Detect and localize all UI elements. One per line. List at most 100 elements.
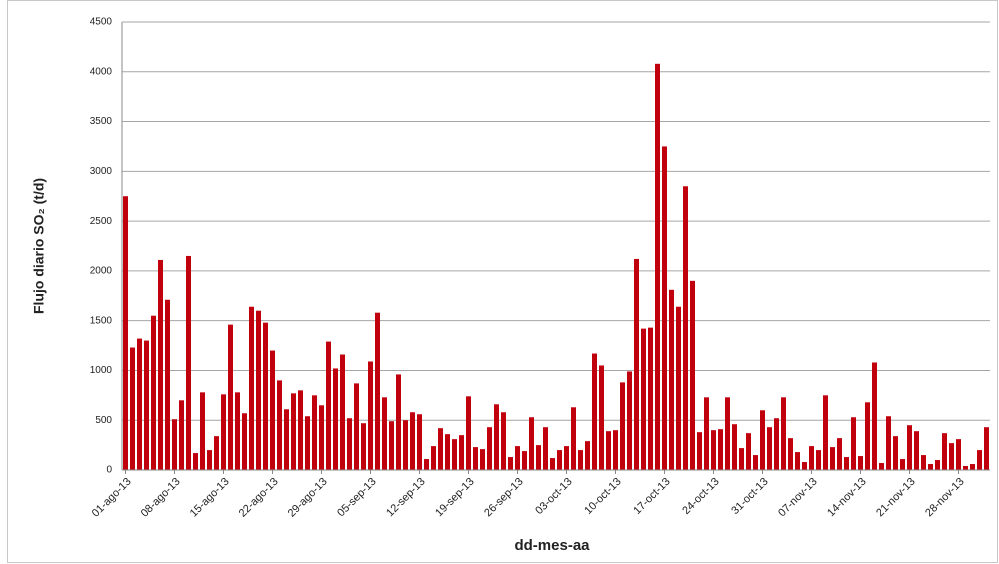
bar — [781, 397, 786, 470]
bar — [830, 447, 835, 470]
bar — [172, 419, 177, 470]
bar — [270, 350, 275, 470]
y-tick-label: 3500 — [90, 116, 113, 127]
bar — [907, 425, 912, 470]
bar — [494, 404, 499, 470]
bar — [410, 412, 415, 470]
bar — [550, 458, 555, 470]
bar — [326, 341, 331, 470]
bar — [697, 432, 702, 470]
bar — [389, 421, 394, 470]
bar — [207, 450, 212, 470]
bar — [382, 397, 387, 470]
bar — [774, 418, 779, 470]
bar — [585, 441, 590, 470]
bar — [277, 380, 282, 470]
y-tick-label: 500 — [95, 415, 112, 426]
bar — [900, 459, 905, 470]
bar — [739, 448, 744, 470]
bar — [375, 312, 380, 470]
bar — [690, 280, 695, 470]
y-tick-label: 2500 — [90, 216, 113, 227]
bar — [963, 466, 968, 470]
bar — [704, 397, 709, 470]
bar — [424, 459, 429, 470]
bar — [144, 340, 149, 470]
bar — [648, 327, 653, 470]
bar — [809, 446, 814, 470]
bar — [753, 455, 758, 470]
bar — [522, 451, 527, 470]
bar — [676, 306, 681, 470]
bar — [165, 299, 170, 470]
bar — [354, 383, 359, 470]
bar — [879, 463, 884, 470]
bar — [942, 433, 947, 470]
bar — [501, 412, 506, 470]
x-axis-title: dd-mes-aa — [514, 537, 590, 554]
bar — [158, 259, 163, 470]
bar — [242, 413, 247, 470]
bar — [214, 436, 219, 470]
bar — [571, 407, 576, 470]
bar — [606, 431, 611, 470]
bar — [438, 428, 443, 470]
bar — [620, 382, 625, 470]
bar — [529, 417, 534, 470]
bar — [592, 353, 597, 470]
y-tick-label: 4000 — [90, 66, 113, 77]
bar — [816, 450, 821, 470]
bar — [193, 453, 198, 470]
bar — [445, 434, 450, 470]
bar — [935, 460, 940, 470]
y-tick-label: 1000 — [90, 365, 113, 376]
bar — [235, 392, 240, 470]
bar — [564, 446, 569, 470]
bar — [655, 63, 660, 471]
bar — [536, 445, 541, 470]
bar — [641, 328, 646, 470]
bar — [921, 455, 926, 470]
bar — [137, 338, 142, 470]
bar — [725, 397, 730, 470]
bar — [291, 393, 296, 470]
bar — [186, 255, 191, 470]
bar — [718, 429, 723, 470]
bar — [305, 416, 310, 470]
bar — [886, 416, 891, 470]
bar — [417, 414, 422, 470]
y-tick-label: 0 — [106, 465, 112, 476]
bar — [487, 427, 492, 470]
bar — [858, 456, 863, 470]
bar — [228, 324, 233, 470]
bar — [123, 196, 128, 470]
bar — [669, 289, 674, 470]
bar — [333, 368, 338, 470]
y-tick-label: 2000 — [90, 266, 113, 277]
bar — [760, 410, 765, 470]
bar — [984, 427, 989, 470]
bar — [284, 409, 289, 470]
bar — [431, 446, 436, 470]
bar — [151, 315, 156, 470]
bar — [788, 438, 793, 470]
bar — [312, 395, 317, 470]
bar — [249, 306, 254, 470]
bar — [928, 464, 933, 470]
bar — [319, 405, 324, 470]
bar — [851, 417, 856, 470]
bar — [221, 394, 226, 470]
bar — [179, 400, 184, 470]
bar — [823, 395, 828, 470]
bar — [767, 427, 772, 470]
bar — [599, 365, 604, 470]
bar — [452, 439, 457, 470]
y-tick-label: 3000 — [90, 166, 113, 177]
bar — [361, 423, 366, 470]
bar — [627, 371, 632, 470]
bar — [970, 464, 975, 470]
bar — [746, 433, 751, 470]
bar — [844, 457, 849, 470]
y-axis-title: Flujo diario SO₂ (t/d) — [31, 178, 47, 314]
bar — [683, 186, 688, 470]
